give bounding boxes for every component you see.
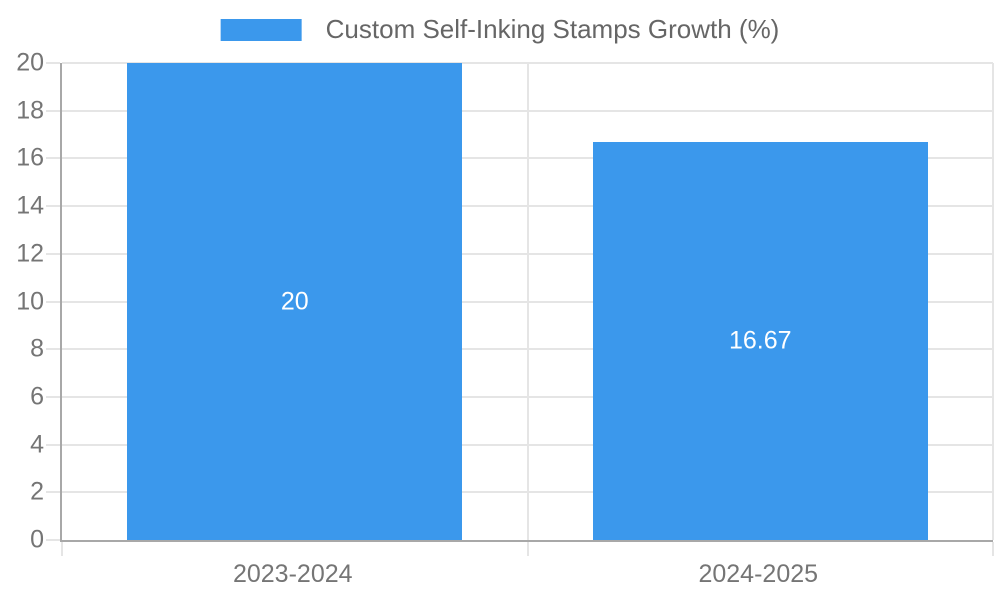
y-tick-mark	[46, 62, 60, 64]
x-tick-mark	[992, 542, 994, 556]
y-tick-label: 12	[16, 239, 44, 268]
x-tick-label: 2023-2024	[232, 560, 353, 588]
x-tick-mark	[526, 542, 529, 556]
y-tick-label: 2	[30, 477, 44, 506]
x-gridline	[992, 63, 994, 540]
bar-value-label: 16.67	[728, 326, 792, 355]
y-tick-label: 16	[16, 143, 44, 172]
y-tick-mark	[46, 157, 60, 160]
y-tick-mark	[46, 539, 60, 541]
y-axis: 0 2 4 6 8 10 12 14 16 18 20	[0, 50, 44, 552]
y-tick-label: 18	[16, 96, 44, 125]
y-tick-mark	[46, 300, 60, 303]
y-tick-mark	[46, 252, 60, 255]
y-tick-label: 0	[30, 525, 44, 554]
legend: Custom Self-Inking Stamps Growth (%)	[220, 14, 780, 45]
y-tick-label: 20	[16, 48, 44, 77]
y-tick-mark	[46, 205, 60, 208]
y-tick-label: 4	[30, 430, 44, 459]
plot-area: 20 16.67	[46, 62, 994, 556]
y-tick-label: 14	[16, 191, 44, 220]
x-axis: 2023-2024 2024-2025	[60, 558, 991, 592]
x-tick-mark	[61, 542, 63, 556]
legend-label: Custom Self-Inking Stamps Growth (%)	[325, 14, 780, 44]
y-tick-mark	[46, 348, 60, 351]
y-tick-mark	[46, 109, 60, 112]
y-tick-mark	[46, 443, 60, 446]
bar-value-label: 20	[280, 287, 309, 315]
y-tick-label: 10	[16, 287, 44, 315]
bar: 16.67	[592, 142, 928, 540]
y-tick-mark	[46, 491, 60, 494]
bar: 20	[127, 63, 463, 540]
x-tick-label: 2024-2025	[698, 560, 819, 588]
x-gridline	[526, 63, 529, 540]
y-tick-mark	[46, 395, 60, 398]
y-tick-label: 8	[30, 334, 44, 363]
y-tick-label: 6	[30, 382, 44, 411]
legend-swatch-icon	[220, 18, 302, 41]
